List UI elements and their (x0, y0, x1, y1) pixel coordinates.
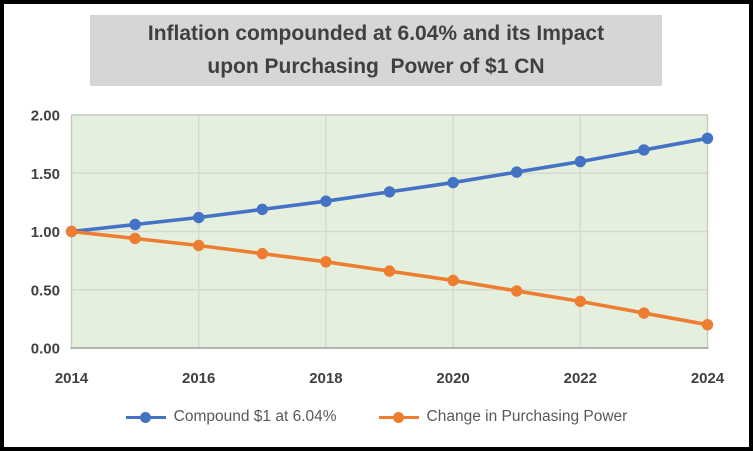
data-point (320, 256, 332, 268)
legend-dot-icon (392, 411, 404, 423)
data-point (638, 144, 650, 156)
data-point (193, 239, 205, 252)
chart-plot: 0.00 0.50 1.00 1.50 2.00 2014 2016 2018 2020 2022… (31, 108, 725, 388)
x-tick-label: 2014 (55, 370, 89, 387)
chart-title: Inflation compounded at 6.04% and its Im… (147, 21, 605, 78)
x-tick-label: 2022 (564, 370, 597, 387)
data-point (511, 285, 523, 297)
legend-item-purchasing-power: Change in Purchasing Power (378, 408, 628, 426)
data-point (256, 247, 268, 260)
data-point (701, 132, 714, 144)
legend-marker-compound-icon (125, 411, 166, 423)
data-point (256, 203, 268, 216)
data-point (383, 265, 396, 277)
data-point (447, 176, 459, 189)
y-tick-label: 2.00 (31, 108, 60, 125)
y-tick-label: 1.00 (31, 224, 60, 241)
x-tick-label: 2016 (182, 370, 215, 387)
legend-marker-purchasing-power-icon (378, 411, 419, 423)
y-tick-label: 0.50 (31, 282, 60, 299)
data-point (574, 295, 586, 308)
x-tick-label: 2024 (691, 370, 725, 387)
x-tick-label: 2018 (309, 370, 342, 387)
data-point (447, 274, 459, 287)
x-tick-label: 2020 (436, 370, 469, 387)
y-tick-label: 0.00 (31, 341, 60, 358)
data-point (511, 166, 523, 178)
legend-dot-icon (139, 411, 151, 423)
data-point (129, 232, 141, 245)
legend: Compound $1 at 6.04% Change in Purchasin… (4, 408, 749, 426)
legend-label-compound: Compound $1 at 6.04% (173, 408, 337, 425)
data-point (638, 307, 650, 319)
data-point (383, 186, 396, 198)
data-point (65, 225, 78, 238)
data-point (574, 155, 586, 168)
legend-item-compound: Compound $1 at 6.04% (125, 408, 337, 426)
legend-label-purchasing-power: Change in Purchasing Power (426, 408, 628, 425)
data-point (193, 211, 205, 224)
data-point (320, 195, 332, 207)
chart-title-box: Inflation compounded at 6.04% and its Im… (90, 15, 662, 86)
y-tick-label: 1.50 (31, 166, 60, 183)
data-point (701, 319, 714, 331)
data-point (129, 218, 141, 231)
